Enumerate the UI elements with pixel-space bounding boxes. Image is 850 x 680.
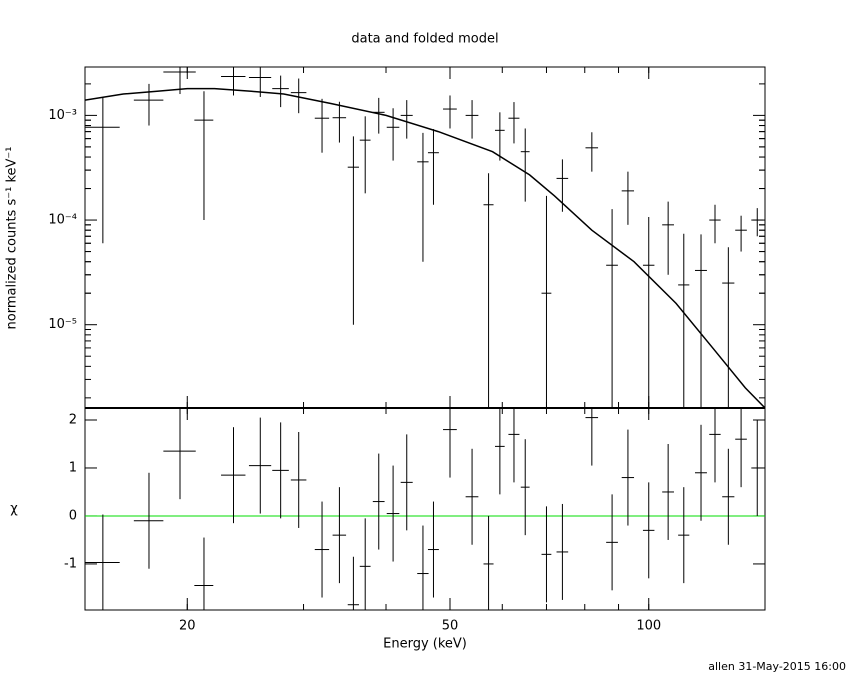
x-tick-label: 20 <box>179 619 196 634</box>
y-axis-label: normalized counts s⁻¹ keV⁻¹ <box>5 147 20 330</box>
y-tick-label: 10⁻⁴ <box>48 213 77 228</box>
x-tick-label: 100 <box>636 619 661 634</box>
y-tick-label: 10⁻⁵ <box>48 317 77 332</box>
y-axis-label: χ <box>10 502 18 517</box>
y-tick-label: 2 <box>69 412 77 427</box>
chart-title: data and folded model <box>351 32 498 47</box>
y-tick-label: 10⁻³ <box>48 108 77 123</box>
model-line <box>85 87 765 408</box>
plot-area <box>85 67 765 408</box>
x-tick-label: 50 <box>442 619 459 634</box>
y-tick-label: 1 <box>69 460 77 475</box>
y-tick-label: -1 <box>64 556 77 571</box>
x-axis-label: Energy (keV) <box>383 637 467 652</box>
footer: allen 31-May-2015 16:00 <box>708 660 846 673</box>
plot-frame <box>84 407 766 611</box>
plot-area <box>85 408 765 610</box>
y-tick-label: 0 <box>69 508 77 523</box>
plot-frame <box>84 66 766 409</box>
